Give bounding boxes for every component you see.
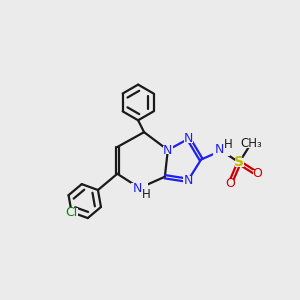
Bar [65,208,78,217]
Text: H: H [142,188,151,201]
Bar [163,146,172,154]
Text: N: N [163,143,172,157]
Bar [242,139,260,148]
Bar [184,134,194,143]
Bar [131,183,148,193]
Bar [183,176,193,185]
Text: N: N [214,142,224,156]
Text: CH₃: CH₃ [240,137,262,150]
Text: N: N [184,132,193,145]
Text: Cl: Cl [65,206,78,219]
Text: S: S [234,155,244,170]
Bar [235,158,244,167]
Text: H: H [224,138,232,151]
Bar [253,169,261,178]
Text: O: O [252,167,262,180]
Text: N: N [183,174,193,187]
Text: N: N [133,182,142,194]
Bar [213,146,230,156]
Bar [226,179,234,188]
Text: O: O [225,177,235,190]
